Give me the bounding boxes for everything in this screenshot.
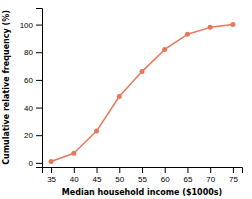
x-tick-mark bbox=[119, 167, 120, 173]
x-tick-label: 35 bbox=[47, 175, 56, 184]
x-tick-label: 65 bbox=[184, 175, 193, 184]
y-tick: 100 bbox=[20, 21, 42, 30]
x-tick-label: 50 bbox=[115, 175, 124, 184]
x-tick-mark bbox=[97, 167, 98, 173]
x-tick: 35 bbox=[47, 167, 56, 184]
plot: 35 40 45 50 55 60 65 70 75 0 20 40 60 80 100 bbox=[20, 9, 243, 184]
x-tick-mark bbox=[74, 167, 75, 173]
x-tick-mark bbox=[165, 167, 166, 173]
y-tick: 0 bbox=[29, 159, 42, 168]
x-tick-label: 45 bbox=[93, 175, 102, 184]
x-tick-mark bbox=[187, 167, 188, 173]
x-tick: 55 bbox=[138, 167, 147, 184]
y-tick-mark bbox=[36, 135, 42, 136]
chart: 35 40 45 50 55 60 65 70 75 0 20 40 60 80 100 Median hou… bbox=[0, 0, 252, 199]
x-axis-title: Median household income ($1000s) bbox=[62, 188, 222, 197]
x-tick: 60 bbox=[161, 167, 170, 184]
x-axis-line bbox=[43, 168, 243, 174]
x-tick-mark bbox=[51, 167, 52, 173]
line bbox=[51, 25, 233, 162]
y-tick: 40 bbox=[24, 104, 42, 113]
point bbox=[140, 69, 145, 74]
y-tick: 80 bbox=[24, 48, 42, 57]
y-tick-mark bbox=[36, 108, 42, 109]
y-tick-mark bbox=[36, 52, 42, 53]
x-tick: 40 bbox=[70, 167, 79, 184]
x-tick-label: 55 bbox=[138, 175, 147, 184]
x-tick: 50 bbox=[115, 167, 124, 184]
x-tick: 65 bbox=[184, 167, 193, 184]
y-tick-mark bbox=[36, 163, 42, 164]
x-tick-label: 60 bbox=[161, 175, 170, 184]
x-tick-mark bbox=[142, 167, 143, 173]
point bbox=[230, 22, 235, 27]
y-tick-label: 0 bbox=[29, 159, 34, 168]
x-tick: 75 bbox=[229, 167, 238, 184]
y-tick-label: 40 bbox=[24, 104, 33, 113]
y-tick-label: 20 bbox=[24, 131, 33, 140]
point bbox=[71, 151, 76, 156]
marks bbox=[49, 22, 236, 164]
point bbox=[185, 32, 190, 37]
y-tick: 20 bbox=[24, 131, 42, 140]
point bbox=[49, 159, 54, 164]
x-tick: 45 bbox=[93, 167, 102, 184]
x-tick: 70 bbox=[206, 167, 215, 184]
point bbox=[94, 129, 99, 134]
x-tick-mark bbox=[233, 167, 234, 173]
x-axis: 35 40 45 50 55 60 65 70 75 bbox=[43, 167, 243, 184]
point bbox=[117, 94, 122, 99]
y-tick-mark bbox=[36, 25, 42, 26]
point bbox=[208, 25, 213, 30]
y-tick-label: 80 bbox=[24, 48, 33, 57]
y-tick-label: 100 bbox=[20, 21, 34, 30]
y-tick-label: 60 bbox=[24, 76, 33, 85]
x-tick-label: 70 bbox=[206, 175, 215, 184]
y-tick: 60 bbox=[24, 76, 42, 85]
x-tick-label: 40 bbox=[70, 175, 79, 184]
y-axis-line bbox=[36, 9, 43, 168]
y-axis: 0 20 40 60 80 100 bbox=[20, 9, 43, 168]
x-tick-mark bbox=[210, 167, 211, 173]
y-tick-mark bbox=[36, 80, 42, 81]
y-axis-title: Cumulative relative frequency (%) bbox=[2, 10, 11, 165]
x-tick-label: 75 bbox=[229, 175, 238, 184]
point bbox=[162, 47, 167, 52]
